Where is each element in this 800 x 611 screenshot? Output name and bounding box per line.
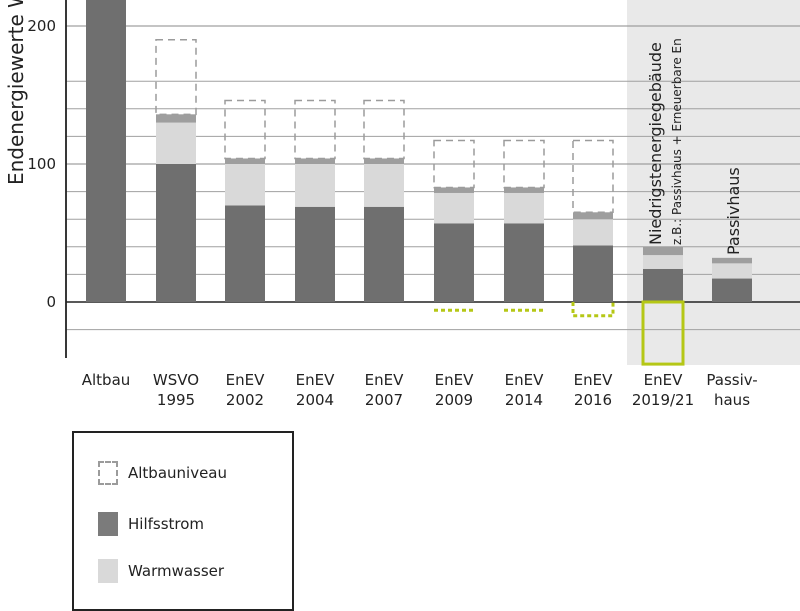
x-tick-label-4-0: EnEV: [365, 371, 404, 389]
x-tick-label-6-1: 2014: [505, 391, 543, 409]
bar-6-altbauniveau: [503, 139, 545, 189]
legend-item-altbauniveau: Altbauniveau: [98, 459, 227, 487]
bar-8-hilfsstrom: [643, 246, 683, 256]
bar-1-hilfsstrom: [156, 114, 196, 123]
bar-3-base: [295, 206, 335, 302]
bar-5-warmwasser: [434, 192, 474, 224]
bar-0-base: [86, 0, 126, 303]
bar-5-hilfsstrom: [434, 187, 474, 193]
x-tick-label-4-1: 2007: [365, 391, 403, 409]
x-tick-label-0-0: Altbau: [82, 371, 131, 389]
bar-8-negative: [641, 300, 685, 366]
y-axis-label: Endenergiewerte Wohungsbau [kW: [4, 0, 28, 185]
legend-item-hilfsstrom: Hilfsstrom: [98, 510, 204, 538]
x-tick-label-5-0: EnEV: [435, 371, 474, 389]
bar-8-warmwasser: [643, 255, 683, 269]
legend-label-hilfsstrom: Hilfsstrom: [128, 515, 205, 533]
bar-7-negative: [571, 302, 615, 318]
bar-6-hilfsstrom: [504, 187, 544, 193]
x-tick-label-9-1: haus: [714, 391, 750, 409]
bar-4-hilfsstrom: [364, 158, 404, 164]
x-tick-label-8-1: 2019/21: [632, 391, 694, 409]
x-tick-label-6-0: EnEV: [505, 371, 544, 389]
bar-4-base: [364, 206, 404, 302]
x-tick-label-2-1: 2002: [226, 391, 264, 409]
x-tick-label-8-0: EnEV: [644, 371, 683, 389]
x-tick-label-7-1: 2016: [574, 391, 612, 409]
bar-1-altbauniveau: [155, 39, 197, 116]
highlight-panel: [627, 0, 800, 365]
y-tick-label-1: 100: [27, 155, 56, 173]
bar-9-base: [712, 278, 752, 302]
bar-2-warmwasser: [225, 164, 265, 206]
bar-1-base: [156, 164, 196, 302]
bar-3-warmwasser: [295, 164, 335, 207]
y-tick-label-2: 0: [46, 293, 56, 311]
bar-7-warmwasser: [573, 219, 613, 246]
bar-3-hilfsstrom: [295, 158, 335, 164]
legend-box: Altbauniveau Hilfsstrom Warmwasser: [72, 431, 294, 611]
x-tick-label-7-0: EnEV: [574, 371, 613, 389]
legend-item-warmwasser: Warmwasser: [98, 557, 224, 585]
bar-7-altbauniveau: [572, 139, 614, 214]
bar-5-altbauniveau: [433, 139, 475, 189]
bar-8-base: [643, 268, 683, 302]
x-tick-label-2-0: EnEV: [226, 371, 265, 389]
bar-4-warmwasser: [364, 164, 404, 207]
bar-2-hilfsstrom: [225, 158, 265, 164]
annotation-niedrigstenergiegebaude: Niedrigstenergiegebäude: [646, 42, 665, 245]
x-tick-label-9-0: Passiv-: [706, 371, 757, 389]
bar-6-warmwasser: [504, 192, 544, 224]
annotation-niedrigstenergiegebaude-subtitle: z.B.: Passivhaus + Erneuerbare En: [670, 38, 684, 245]
annotation-passivhaus: Passivhaus: [724, 167, 743, 255]
bar-5-base: [434, 223, 474, 302]
x-tick-label-1-1: 1995: [157, 391, 195, 409]
bar-7-base: [573, 245, 613, 302]
bar-9-hilfsstrom: [712, 257, 752, 264]
bar-6-base: [504, 223, 544, 302]
y-tick-label-0: 200: [27, 17, 56, 35]
bar-2-base: [225, 205, 265, 302]
legend-swatch-hilfsstrom: [98, 512, 118, 536]
legend-label-warmwasser: Warmwasser: [128, 562, 225, 580]
legend-label-altbauniveau: Altbauniveau: [128, 464, 228, 482]
bar-9-warmwasser: [712, 263, 752, 279]
x-tick-label-3-0: EnEV: [296, 371, 335, 389]
x-tick-label-5-1: 2009: [435, 391, 473, 409]
x-tick-label-1-0: WSVO: [153, 371, 199, 389]
bar-7-hilfsstrom: [573, 212, 613, 220]
legend-swatch-warmwasser: [98, 559, 118, 583]
bar-1-warmwasser: [156, 122, 196, 164]
x-tick-label-3-1: 2004: [296, 391, 334, 409]
legend-swatch-altbauniveau: [98, 461, 118, 485]
